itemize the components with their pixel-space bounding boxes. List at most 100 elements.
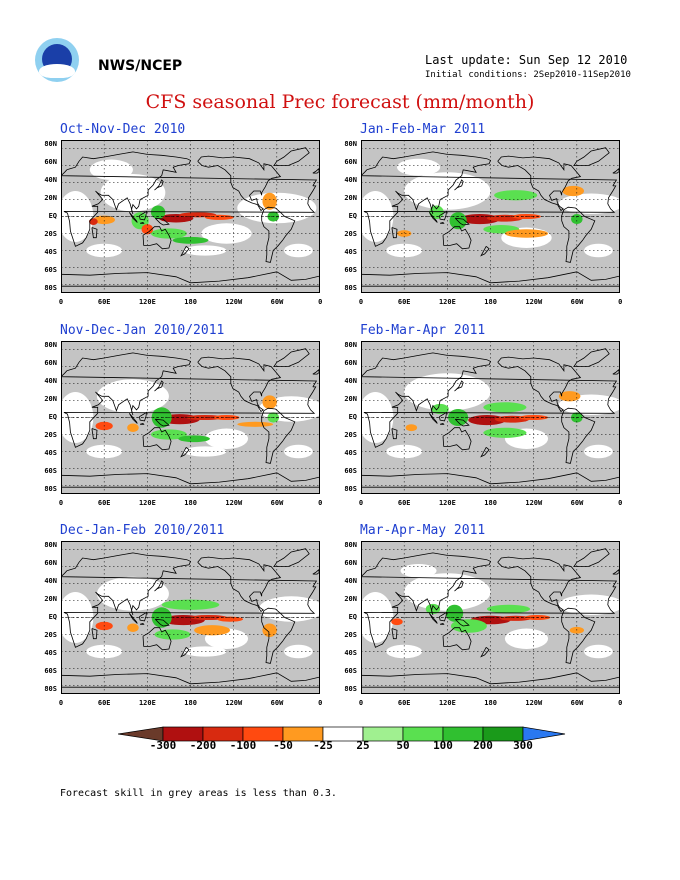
lon-label: 120E — [438, 298, 456, 306]
coastline — [61, 552, 318, 648]
panel-title: Mar-Apr-May 2011 — [360, 523, 486, 538]
lon-label: 0 — [58, 699, 64, 707]
lat-label: 20N — [44, 595, 57, 603]
coastline — [561, 407, 596, 464]
lon-label: 60W — [570, 499, 584, 507]
precip-anomaly — [150, 429, 187, 440]
coastline — [197, 556, 282, 613]
precip-anomaly — [494, 190, 538, 201]
lon-label: 120E — [438, 499, 456, 507]
coastline — [612, 168, 620, 174]
last-update: Last update: Sun Sep 12 2010 — [425, 53, 628, 67]
colorbar-tick-label: 200 — [473, 739, 493, 752]
precip-anomaly — [150, 205, 166, 220]
colorbar-tick-label: 25 — [356, 739, 370, 752]
coastline — [497, 356, 582, 413]
lat-label: 40S — [44, 649, 57, 657]
lat-label: 40N — [344, 176, 357, 184]
lat-label: 80S — [44, 485, 57, 493]
coastline — [391, 428, 398, 440]
skill-area — [400, 563, 437, 578]
skill-area — [404, 373, 491, 411]
colorbar — [118, 726, 566, 742]
coastline — [312, 569, 320, 575]
coastline — [154, 380, 164, 392]
coastline — [180, 245, 190, 257]
coastline — [454, 380, 464, 392]
skill-area — [86, 644, 123, 659]
panel-title: Nov-Dec-Jan 2010/2011 — [60, 323, 225, 338]
panel-title: Feb-Mar-Apr 2011 — [360, 323, 486, 338]
lat-label: 20N — [344, 595, 357, 603]
lon-label: 60E — [97, 298, 111, 306]
lat-label: 20S — [44, 431, 57, 439]
coastline — [439, 623, 445, 625]
lon-label: 0 — [358, 699, 364, 707]
skill-area — [204, 428, 249, 449]
skill-area — [386, 243, 423, 258]
lat-label: 80N — [344, 541, 357, 549]
coastline — [454, 217, 470, 226]
colorbar-tick-label: 100 — [433, 739, 453, 752]
coastline — [454, 179, 464, 191]
precip-anomaly — [562, 185, 585, 197]
precip-anomaly — [127, 423, 139, 432]
lat-label: 60S — [44, 467, 57, 475]
precip-anomaly — [571, 213, 583, 225]
skill-area — [558, 594, 620, 615]
lon-label: 120E — [138, 699, 156, 707]
coastline — [154, 217, 170, 226]
noaa-logo-bird — [39, 64, 75, 78]
coastline — [497, 556, 582, 613]
lon-label: 180 — [484, 298, 497, 306]
coastline — [142, 427, 172, 451]
lat-label: 60N — [44, 359, 57, 367]
lon-label: 0 — [58, 499, 64, 507]
lon-label: 0 — [318, 499, 323, 507]
precip-anomaly — [445, 604, 464, 622]
precip-anomaly — [431, 403, 449, 415]
precip-anomaly — [127, 623, 139, 632]
lon-label: 180 — [484, 699, 497, 707]
lon-label: 60E — [97, 499, 111, 507]
skill-area — [386, 444, 423, 459]
coastline — [439, 423, 445, 425]
precip-anomaly — [178, 435, 210, 443]
coastline — [480, 646, 490, 658]
lat-label: 60S — [344, 667, 357, 675]
lat-label: EQ — [348, 613, 357, 621]
lon-label: 0 — [358, 298, 364, 306]
coastline — [391, 628, 398, 640]
coastline — [480, 245, 490, 257]
precip-anomaly — [161, 599, 220, 610]
coastline — [312, 168, 320, 174]
lat-label: 20S — [44, 230, 57, 238]
skill-area — [183, 446, 227, 457]
lon-label: 60W — [570, 699, 584, 707]
lon-label: 0 — [358, 499, 364, 507]
coastline — [139, 222, 145, 224]
coastline — [454, 418, 470, 427]
coastline — [573, 548, 610, 567]
lon-label: 120E — [138, 298, 156, 306]
lon-label: 0 — [618, 699, 623, 707]
lon-label: 120W — [525, 298, 543, 306]
panel-title: Jan-Feb-Mar 2011 — [360, 122, 486, 137]
skill-area — [86, 444, 123, 459]
precip-anomaly — [217, 616, 244, 622]
precip-anomaly — [262, 192, 277, 210]
map-border — [361, 541, 620, 694]
lon-label: 0 — [618, 499, 623, 507]
coastline — [139, 411, 148, 422]
precip-anomaly — [425, 603, 441, 615]
coastline — [439, 611, 448, 622]
coastline — [573, 147, 610, 166]
lon-label: 120W — [525, 499, 543, 507]
lat-label: 60N — [344, 359, 357, 367]
precip-anomaly — [499, 615, 532, 621]
lon-label: 120W — [525, 699, 543, 707]
coastline — [154, 618, 170, 627]
coastline — [442, 627, 472, 651]
coastline — [361, 472, 620, 485]
lon-label: 0 — [58, 298, 64, 306]
